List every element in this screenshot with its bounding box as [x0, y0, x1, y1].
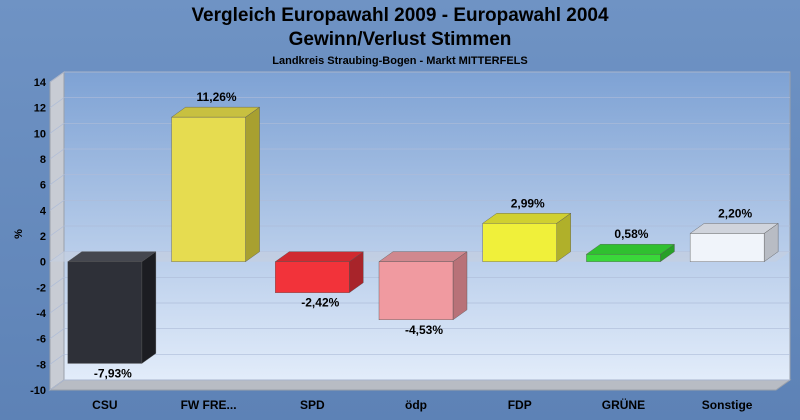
bar-3: [378, 251, 468, 321]
x-tick-label: GRÜNE: [602, 397, 645, 412]
gridline-wall: [49, 277, 65, 288]
x-tick-label: Sonstige: [702, 398, 753, 412]
data-label: 2,99%: [511, 196, 545, 210]
bar-top: [378, 251, 468, 262]
bar-front: [586, 254, 661, 262]
y-axis: 14 12 10 8 6 4 2 0 -2 -4 -6 -8 -10: [30, 77, 47, 397]
plot-floor: [48, 379, 792, 391]
gridline-wall: [49, 123, 65, 134]
y-tick-label: -8: [36, 359, 46, 371]
y-tick-label: 0: [40, 257, 46, 269]
y-tick-label: 8: [40, 154, 46, 166]
data-label: -2,42%: [301, 296, 339, 310]
bar-top: [585, 244, 676, 255]
y-tick-label: -4: [36, 308, 47, 320]
bar-4: [482, 212, 572, 263]
x-tick-label: SPD: [300, 398, 325, 412]
bar-top: [482, 213, 572, 224]
gridline-wall: [49, 225, 65, 237]
y-tick-label: 4: [40, 205, 47, 217]
data-label: -7,93%: [94, 366, 132, 380]
chart-title-line1: Vergleich Europawahl 2009 - Europawahl 2…: [191, 5, 609, 26]
y-tick-label: 14: [34, 77, 47, 89]
gridline-wall: [49, 302, 65, 314]
bar-front: [275, 261, 350, 293]
bars: -7,93% 11,26% -2,42% -4,53% 2,99% 0,58% 2,20%: [67, 90, 779, 380]
gridline-wall: [49, 354, 65, 365]
gridline-wall: [49, 379, 65, 391]
chart-subtitle: Landkreis Straubing-Bogen - Markt MITTER…: [272, 55, 527, 67]
bar-top: [274, 251, 364, 262]
bar-side: [141, 251, 157, 364]
x-tick-label: FDP: [508, 398, 532, 412]
bar-6: [689, 223, 779, 263]
bar-side: [452, 251, 468, 321]
y-tick-label: 6: [40, 180, 46, 192]
y-tick-label: -10: [30, 385, 46, 397]
bar-front: [689, 233, 765, 262]
gridline-wall: [49, 97, 65, 108]
bar-side: [245, 106, 260, 263]
bar-top: [170, 106, 261, 118]
bar-1: [170, 106, 261, 263]
bar-front: [482, 223, 557, 262]
y-tick-label: -6: [36, 334, 46, 346]
gridline-wall: [49, 328, 65, 339]
y-tick-label: 2: [40, 231, 46, 243]
bar-top: [67, 251, 157, 262]
gridline-wall: [49, 71, 65, 83]
x-tick-label: ödp: [405, 398, 427, 412]
bar-front: [67, 261, 143, 364]
x-tick-label: CSU: [92, 398, 117, 412]
bar-top: [689, 223, 779, 234]
bar-0: [67, 251, 157, 364]
data-label: 2,20%: [718, 206, 752, 220]
y-tick-label: -2: [36, 282, 46, 294]
data-label: 0,58%: [614, 227, 648, 241]
y-tick-label: 12: [34, 103, 46, 115]
data-label: -4,53%: [405, 323, 443, 337]
data-label: 11,26%: [197, 90, 237, 104]
bar-front: [378, 261, 454, 321]
gridline-wall: [49, 174, 65, 185]
bar-front: [171, 116, 246, 262]
bar-5: [585, 243, 676, 263]
y-tick-label: 10: [34, 128, 46, 140]
chart-title-line2: Gewinn/Verlust Stimmen: [289, 29, 512, 50]
y-axis-label: %: [13, 229, 25, 239]
gridline-wall: [49, 200, 65, 211]
x-tick-label: FW FRE...: [181, 398, 237, 412]
gridline-wall: [49, 148, 65, 160]
x-axis: CSU FW FRE... SPD ödp FDP GRÜNE Sonstige: [92, 397, 753, 412]
bar-2: [274, 251, 364, 294]
